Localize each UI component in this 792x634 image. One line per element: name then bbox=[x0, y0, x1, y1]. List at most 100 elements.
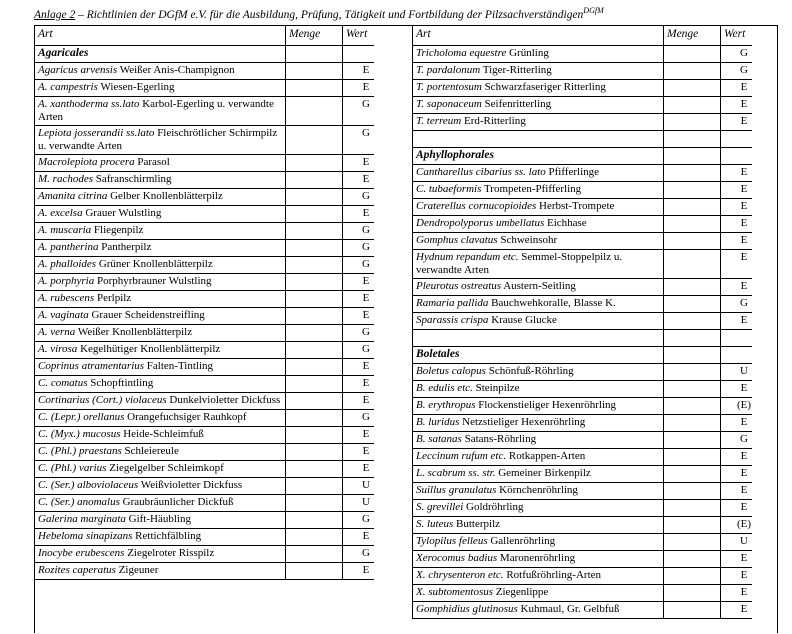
wert-cell[interactable]: G bbox=[720, 45, 752, 63]
menge-cell[interactable] bbox=[285, 408, 343, 427]
menge-cell[interactable] bbox=[663, 181, 721, 199]
menge-cell[interactable] bbox=[285, 124, 343, 155]
wert-cell[interactable]: E bbox=[720, 583, 752, 602]
wert-cell[interactable]: G bbox=[342, 124, 374, 155]
wert-cell[interactable]: E bbox=[720, 181, 752, 199]
menge-cell[interactable] bbox=[285, 255, 343, 274]
menge-cell[interactable] bbox=[663, 430, 721, 449]
wert-cell[interactable]: E bbox=[720, 464, 752, 483]
wert-cell[interactable]: E bbox=[342, 442, 374, 461]
wert-cell[interactable]: E bbox=[342, 289, 374, 308]
menge-cell[interactable] bbox=[285, 96, 343, 126]
menge-cell[interactable] bbox=[285, 391, 343, 410]
wert-cell[interactable]: E bbox=[342, 170, 374, 189]
wert-cell[interactable]: E bbox=[720, 549, 752, 568]
menge-cell[interactable] bbox=[663, 294, 721, 313]
menge-cell[interactable] bbox=[285, 357, 343, 376]
wert-cell[interactable]: E bbox=[720, 600, 752, 619]
wert-cell[interactable]: E bbox=[720, 79, 752, 97]
wert-cell[interactable]: E bbox=[720, 198, 752, 216]
wert-cell[interactable]: G bbox=[342, 323, 374, 342]
menge-cell[interactable] bbox=[285, 493, 343, 512]
menge-cell[interactable] bbox=[285, 272, 343, 291]
wert-cell[interactable]: E bbox=[342, 425, 374, 444]
menge-cell[interactable] bbox=[663, 447, 721, 466]
menge-cell[interactable] bbox=[285, 442, 343, 461]
wert-cell[interactable]: E bbox=[342, 357, 374, 376]
wert-cell[interactable]: (E) bbox=[720, 515, 752, 534]
menge-cell[interactable] bbox=[663, 515, 721, 534]
menge-cell[interactable] bbox=[285, 221, 343, 240]
menge-cell[interactable] bbox=[663, 62, 721, 80]
wert-cell[interactable]: E bbox=[342, 272, 374, 291]
menge-cell[interactable] bbox=[663, 198, 721, 216]
menge-cell[interactable] bbox=[285, 459, 343, 478]
menge-cell[interactable] bbox=[285, 187, 343, 206]
menge-cell[interactable] bbox=[663, 379, 721, 398]
menge-cell[interactable] bbox=[663, 498, 721, 517]
menge-cell[interactable] bbox=[663, 413, 721, 432]
menge-cell[interactable] bbox=[663, 311, 721, 330]
wert-cell[interactable]: G bbox=[342, 238, 374, 257]
wert-cell[interactable]: E bbox=[342, 204, 374, 223]
menge-cell[interactable] bbox=[663, 79, 721, 97]
wert-cell[interactable]: E bbox=[342, 459, 374, 478]
menge-cell[interactable] bbox=[285, 340, 343, 359]
menge-cell[interactable] bbox=[663, 215, 721, 233]
wert-cell[interactable]: G bbox=[720, 294, 752, 313]
group-wert-cell[interactable] bbox=[342, 45, 374, 63]
menge-cell[interactable] bbox=[285, 544, 343, 563]
wert-cell[interactable]: E bbox=[720, 498, 752, 517]
wert-cell[interactable]: E bbox=[720, 232, 752, 250]
wert-cell[interactable]: E bbox=[342, 62, 374, 80]
menge-cell[interactable] bbox=[285, 153, 343, 172]
group-menge-cell[interactable] bbox=[663, 345, 721, 364]
group-wert-cell[interactable] bbox=[720, 345, 752, 364]
wert-cell[interactable]: E bbox=[720, 447, 752, 466]
menge-cell[interactable] bbox=[285, 79, 343, 97]
menge-cell[interactable] bbox=[285, 204, 343, 223]
wert-cell[interactable]: E bbox=[342, 374, 374, 393]
wert-cell[interactable]: E bbox=[720, 113, 752, 131]
wert-cell[interactable]: E bbox=[720, 249, 752, 279]
wert-cell[interactable]: E bbox=[720, 481, 752, 500]
menge-cell[interactable] bbox=[663, 464, 721, 483]
wert-cell[interactable]: E bbox=[342, 153, 374, 172]
menge-cell[interactable] bbox=[285, 527, 343, 546]
wert-cell[interactable]: U bbox=[720, 532, 752, 551]
wert-cell[interactable]: U bbox=[342, 493, 374, 512]
wert-cell[interactable]: E bbox=[720, 277, 752, 296]
wert-cell[interactable]: E bbox=[720, 566, 752, 585]
wert-cell[interactable]: E bbox=[720, 215, 752, 233]
menge-cell[interactable] bbox=[285, 323, 343, 342]
group-menge-cell[interactable] bbox=[663, 147, 721, 165]
menge-cell[interactable] bbox=[663, 362, 721, 381]
wert-cell[interactable]: E bbox=[720, 413, 752, 432]
menge-cell[interactable] bbox=[285, 289, 343, 308]
wert-cell[interactable]: E bbox=[342, 561, 374, 580]
wert-cell[interactable]: E bbox=[342, 79, 374, 97]
menge-cell[interactable] bbox=[663, 532, 721, 551]
wert-cell[interactable]: G bbox=[342, 408, 374, 427]
wert-cell[interactable]: E bbox=[720, 379, 752, 398]
menge-cell[interactable] bbox=[663, 277, 721, 296]
menge-cell[interactable] bbox=[663, 113, 721, 131]
menge-cell[interactable] bbox=[285, 238, 343, 257]
menge-cell[interactable] bbox=[285, 476, 343, 495]
menge-cell[interactable] bbox=[285, 425, 343, 444]
wert-cell[interactable]: G bbox=[720, 62, 752, 80]
wert-cell[interactable]: G bbox=[342, 187, 374, 206]
menge-cell[interactable] bbox=[663, 164, 721, 182]
menge-cell[interactable] bbox=[663, 232, 721, 250]
menge-cell[interactable] bbox=[285, 561, 343, 580]
wert-cell[interactable]: G bbox=[342, 510, 374, 529]
menge-cell[interactable] bbox=[285, 62, 343, 80]
wert-cell[interactable]: U bbox=[720, 362, 752, 381]
wert-cell[interactable]: G bbox=[342, 544, 374, 563]
menge-cell[interactable] bbox=[663, 481, 721, 500]
menge-cell[interactable] bbox=[663, 96, 721, 114]
group-wert-cell[interactable] bbox=[720, 147, 752, 165]
wert-cell[interactable]: G bbox=[342, 96, 374, 126]
wert-cell[interactable]: (E) bbox=[720, 396, 752, 415]
menge-cell[interactable] bbox=[663, 600, 721, 619]
